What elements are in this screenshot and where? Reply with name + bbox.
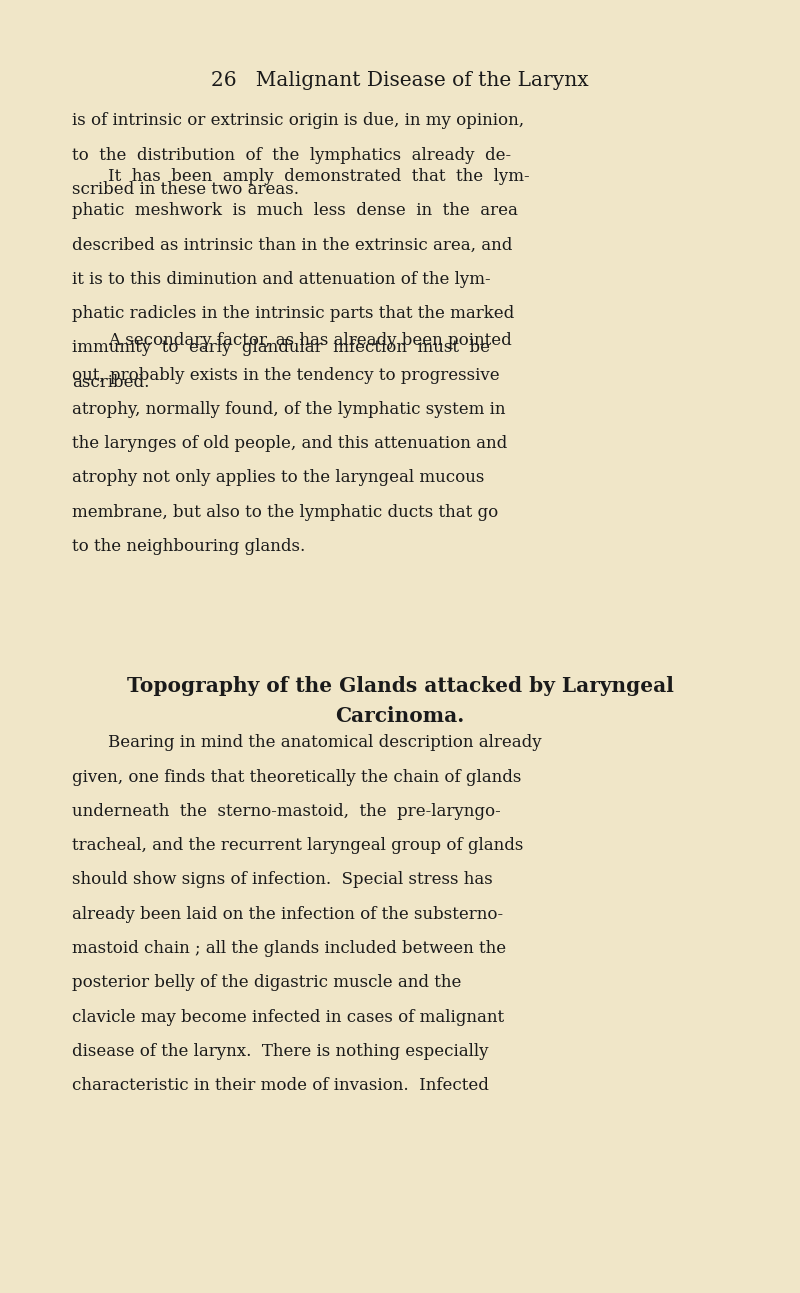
- Text: it is to this diminution and attenuation of the lym-: it is to this diminution and attenuation…: [72, 270, 490, 288]
- Text: already been laid on the infection of the substerno-: already been laid on the infection of th…: [72, 906, 503, 923]
- Text: should show signs of infection.  Special stress has: should show signs of infection. Special …: [72, 871, 493, 888]
- Text: underneath  the  sterno-mastoid,  the  pre-laryngo-: underneath the sterno-mastoid, the pre-l…: [72, 803, 501, 820]
- Text: to the neighbouring glands.: to the neighbouring glands.: [72, 538, 306, 555]
- Text: It  has  been  amply  demonstrated  that  the  lym-: It has been amply demonstrated that the …: [108, 168, 530, 185]
- Text: disease of the larynx.  There is nothing especially: disease of the larynx. There is nothing …: [72, 1043, 489, 1060]
- Text: mastoid chain ; all the glands included between the: mastoid chain ; all the glands included …: [72, 940, 506, 957]
- Text: to  the  distribution  of  the  lymphatics  already  de-: to the distribution of the lymphatics al…: [72, 146, 511, 164]
- Text: immunity  to  early  glandular  infection  must  be: immunity to early glandular infection mu…: [72, 339, 490, 357]
- Text: characteristic in their mode of invasion.  Infected: characteristic in their mode of invasion…: [72, 1077, 489, 1094]
- Text: ascribed.: ascribed.: [72, 374, 150, 390]
- Text: atrophy not only applies to the laryngeal mucous: atrophy not only applies to the laryngea…: [72, 469, 484, 486]
- Text: Topography of the Glands attacked by Laryngeal: Topography of the Glands attacked by Lar…: [126, 676, 674, 696]
- Text: Bearing in mind the anatomical description already: Bearing in mind the anatomical descripti…: [108, 734, 542, 751]
- Text: given, one finds that theoretically the chain of glands: given, one finds that theoretically the …: [72, 768, 522, 786]
- Text: scribed in these two areas.: scribed in these two areas.: [72, 181, 299, 198]
- Text: A secondary factor, as has already been pointed: A secondary factor, as has already been …: [108, 332, 512, 349]
- Text: is of intrinsic or extrinsic origin is due, in my opinion,: is of intrinsic or extrinsic origin is d…: [72, 112, 524, 129]
- Text: Carcinoma.: Carcinoma.: [335, 706, 465, 725]
- Text: clavicle may become infected in cases of malignant: clavicle may become infected in cases of…: [72, 1009, 504, 1025]
- Text: tracheal, and the recurrent laryngeal group of glands: tracheal, and the recurrent laryngeal gr…: [72, 838, 523, 855]
- Text: the larynges of old people, and this attenuation and: the larynges of old people, and this att…: [72, 434, 507, 453]
- Text: phatic  meshwork  is  much  less  dense  in  the  area: phatic meshwork is much less dense in th…: [72, 202, 518, 220]
- Text: described as intrinsic than in the extrinsic area, and: described as intrinsic than in the extri…: [72, 237, 512, 253]
- Text: membrane, but also to the lymphatic ducts that go: membrane, but also to the lymphatic duct…: [72, 503, 498, 521]
- Text: 26   Malignant Disease of the Larynx: 26 Malignant Disease of the Larynx: [211, 71, 589, 91]
- Text: phatic radicles in the intrinsic parts that the marked: phatic radicles in the intrinsic parts t…: [72, 305, 514, 322]
- Text: out, probably exists in the tendency to progressive: out, probably exists in the tendency to …: [72, 366, 500, 384]
- Text: atrophy, normally found, of the lymphatic system in: atrophy, normally found, of the lymphati…: [72, 401, 506, 418]
- Text: posterior belly of the digastric muscle and the: posterior belly of the digastric muscle …: [72, 975, 462, 992]
